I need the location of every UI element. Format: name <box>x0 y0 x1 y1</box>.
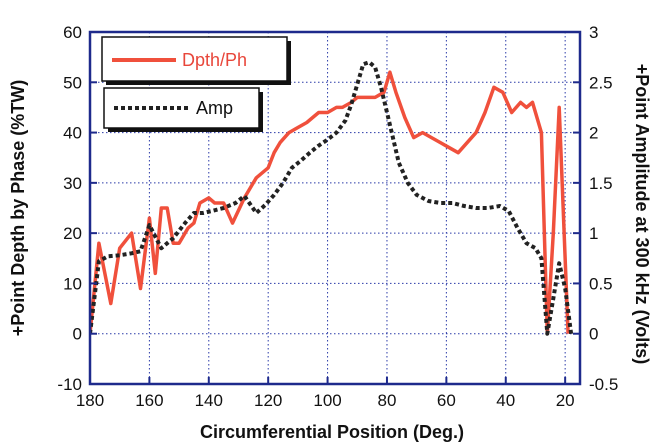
y-right-tick-label: 3 <box>589 23 598 42</box>
x-tick-label: 20 <box>556 391 575 410</box>
y-right-tick-label: 2 <box>589 124 598 143</box>
y-left-tick-label: 60 <box>63 23 82 42</box>
series-line-amp <box>90 60 574 336</box>
x-axis-title: Circumferential Position (Deg.) <box>200 422 464 442</box>
legend-amp-box <box>103 87 260 129</box>
x-tick-label: 120 <box>254 391 282 410</box>
y-right-tick-label: 0 <box>589 325 598 344</box>
y-left-tick-label: 30 <box>63 174 82 193</box>
legend-amp-label: Amp <box>196 98 233 118</box>
y-right-tick-label: 1 <box>589 224 598 243</box>
y-right-tick-label: 0.5 <box>589 274 613 293</box>
y-right-tick-label: 2.5 <box>589 73 613 92</box>
x-tick-label: 60 <box>437 391 456 410</box>
y-left-tick-label: -10 <box>57 375 82 394</box>
tick-labels: 180 160 140 120 100 80 60 40 20-100102030405060-… <box>57 23 618 410</box>
legend-amp: Amp <box>103 87 263 132</box>
y-right-tick-label: 1.5 <box>589 174 613 193</box>
x-tick-label: 180 <box>76 391 104 410</box>
ticks <box>89 31 580 385</box>
x-tick-label: 140 <box>195 391 223 410</box>
y-left-tick-label: 50 <box>63 73 82 92</box>
x-tick-label: 40 <box>496 391 515 410</box>
legend-dpth: Dpth/Ph <box>101 36 291 85</box>
plot-frame <box>88 30 582 386</box>
x-tick-label: 160 <box>135 391 163 410</box>
legend-dpth-label: Dpth/Ph <box>182 50 247 70</box>
y-left-tick-label: 20 <box>63 224 82 243</box>
y-right-axis-title: +Point Amplitude at 300 kHz (Volts) <box>632 64 652 365</box>
y-left-tick-label: 40 <box>63 124 82 143</box>
y-right-tick-label: -0.5 <box>589 375 618 394</box>
y-left-axis-title: +Point Depth by Phase (%TW) <box>8 80 28 337</box>
x-tick-label: 80 <box>378 391 397 410</box>
x-tick-label: 100 <box>313 391 341 410</box>
series-group <box>90 60 574 336</box>
y-left-tick-label: 0 <box>73 325 82 344</box>
y-left-tick-label: 10 <box>63 274 82 293</box>
